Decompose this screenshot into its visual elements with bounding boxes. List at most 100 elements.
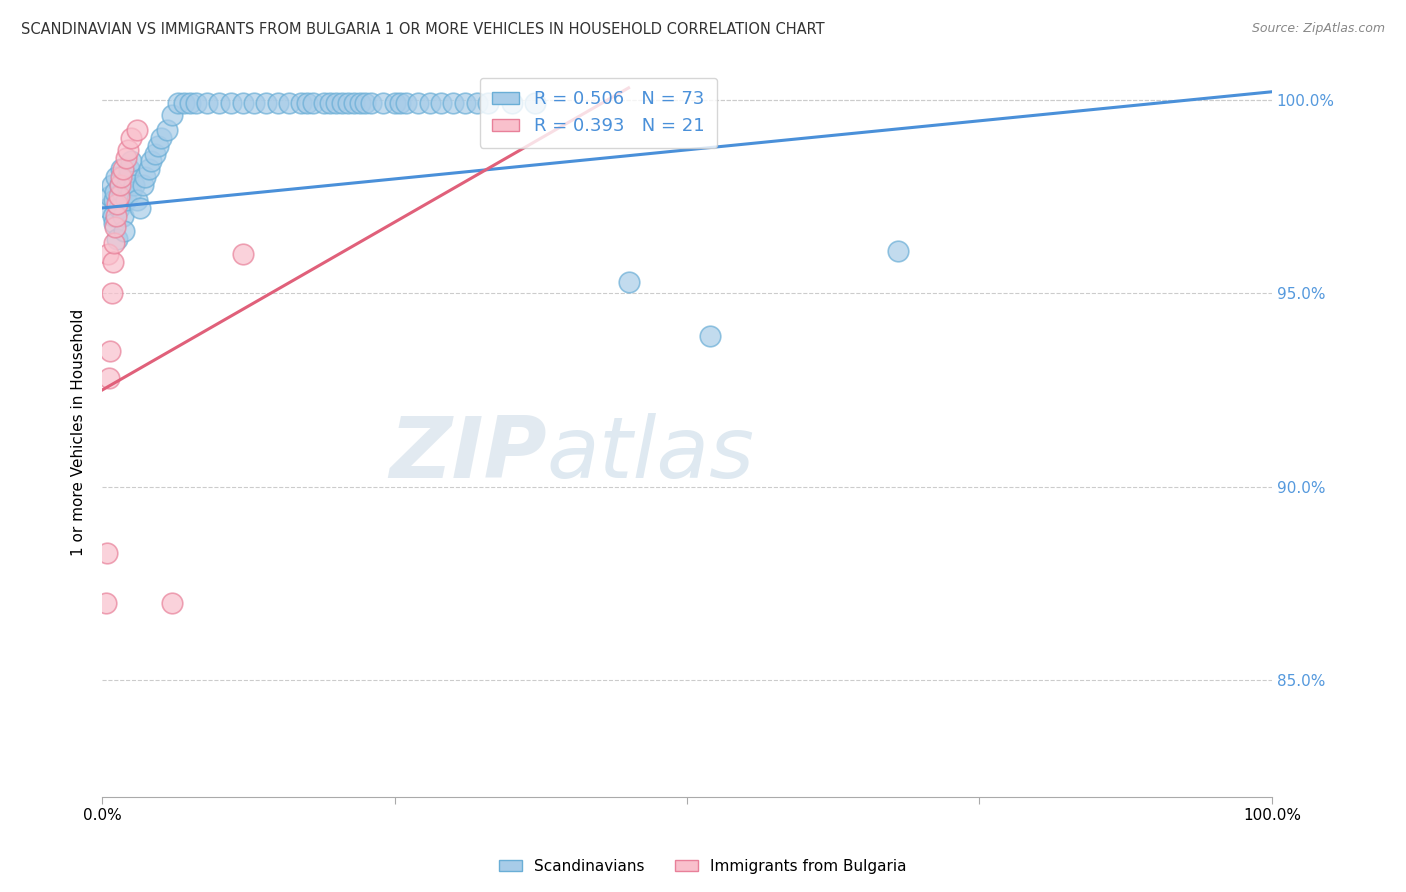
Point: [110, 169, 132, 184]
Point: [430, 96, 453, 111]
Point: [395, 96, 418, 111]
Point: [886, 244, 908, 258]
Point: [100, 344, 122, 359]
Point: [173, 96, 195, 111]
Point: [699, 328, 721, 343]
Point: [107, 197, 129, 211]
Text: SCANDINAVIAN VS IMMIGRANTS FROM BULGARIA 1 OR MORE VEHICLES IN HOUSEHOLD CORRELA: SCANDINAVIAN VS IMMIGRANTS FROM BULGARIA…: [21, 22, 825, 37]
Point: [162, 596, 184, 610]
Point: [336, 96, 359, 111]
Point: [107, 189, 129, 203]
Point: [115, 178, 138, 192]
Point: [232, 96, 254, 111]
Point: [232, 247, 254, 261]
Point: [120, 131, 142, 145]
Point: [120, 154, 142, 169]
Point: [384, 96, 406, 111]
Point: [155, 123, 177, 137]
Point: [112, 162, 135, 177]
Point: [105, 169, 128, 184]
Point: [419, 96, 441, 111]
Point: [290, 96, 312, 111]
Point: [127, 193, 149, 207]
Point: [100, 286, 122, 301]
Point: [266, 96, 288, 111]
Point: [122, 178, 145, 192]
Point: [197, 96, 219, 111]
Point: [441, 96, 464, 111]
Point: [143, 146, 166, 161]
Point: [107, 201, 129, 215]
Point: [97, 247, 120, 261]
Point: [120, 186, 142, 200]
Point: [114, 224, 136, 238]
Point: [141, 154, 163, 169]
Text: Source: ZipAtlas.com: Source: ZipAtlas.com: [1251, 22, 1385, 36]
Point: [114, 193, 136, 207]
Point: [278, 96, 301, 111]
Point: [108, 178, 131, 192]
Point: [301, 96, 323, 111]
Point: [389, 96, 412, 111]
Point: [132, 178, 155, 192]
Text: ZIP: ZIP: [389, 413, 547, 496]
Point: [103, 235, 125, 250]
Point: [138, 162, 160, 177]
Point: [148, 139, 170, 153]
Legend: Scandinavians, Immigrants from Bulgaria: Scandinavians, Immigrants from Bulgaria: [494, 853, 912, 880]
Point: [406, 96, 429, 111]
Text: atlas: atlas: [547, 413, 755, 496]
Point: [112, 209, 135, 223]
Point: [94, 596, 117, 610]
Point: [184, 96, 207, 111]
Point: [314, 96, 336, 111]
Point: [343, 96, 366, 111]
Point: [354, 96, 377, 111]
Point: [127, 123, 149, 137]
Point: [105, 209, 128, 223]
Point: [360, 96, 382, 111]
Point: [96, 546, 118, 560]
Point: [111, 186, 134, 200]
Point: [103, 193, 125, 207]
Point: [117, 143, 139, 157]
Point: [501, 96, 523, 111]
Point: [97, 201, 120, 215]
Point: [330, 96, 353, 111]
Point: [149, 131, 172, 145]
Point: [110, 162, 132, 177]
Point: [349, 96, 371, 111]
Point: [100, 189, 122, 203]
Point: [371, 96, 394, 111]
Point: [617, 275, 640, 289]
Point: [295, 96, 318, 111]
Point: [325, 96, 347, 111]
Point: [134, 169, 156, 184]
Point: [319, 96, 342, 111]
Point: [454, 96, 477, 111]
Point: [179, 96, 201, 111]
Point: [162, 108, 184, 122]
Legend: R = 0.506   N = 73, R = 0.393   N = 21: R = 0.506 N = 73, R = 0.393 N = 21: [479, 78, 717, 148]
Point: [167, 96, 190, 111]
Point: [98, 371, 121, 385]
Point: [254, 96, 277, 111]
Point: [103, 217, 125, 231]
Point: [477, 96, 499, 111]
Point: [118, 162, 141, 177]
Point: [104, 220, 127, 235]
Point: [219, 96, 242, 111]
Point: [524, 96, 547, 111]
Point: [117, 169, 139, 184]
Point: [128, 201, 150, 215]
Point: [465, 96, 488, 111]
Point: [108, 178, 131, 192]
Point: [107, 232, 129, 246]
Point: [243, 96, 266, 111]
Point: [104, 186, 127, 200]
Point: [114, 151, 136, 165]
Point: [101, 209, 124, 223]
Point: [208, 96, 231, 111]
Point: [101, 255, 124, 269]
Y-axis label: 1 or more Vehicles in Household: 1 or more Vehicles in Household: [72, 309, 86, 557]
